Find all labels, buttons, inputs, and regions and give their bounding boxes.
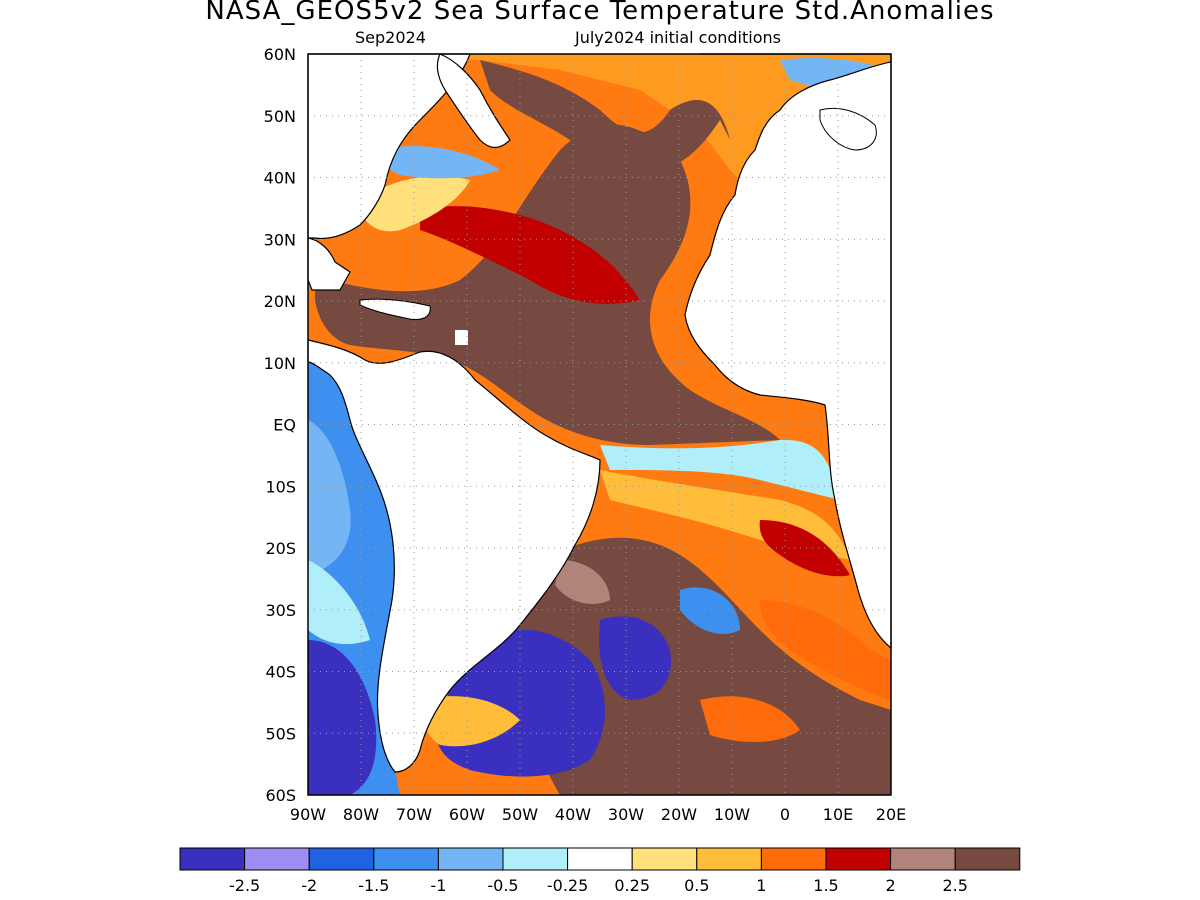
colorbar-label: -2 <box>301 876 317 895</box>
colorbar-swatch <box>373 847 439 871</box>
red-streak-north <box>420 206 640 304</box>
pacific-weak-cool <box>308 560 370 645</box>
pacific-light-cool <box>308 420 351 575</box>
lat-label: 10S <box>265 477 296 496</box>
lon-label: 40W <box>555 805 591 824</box>
lon-label: 60W <box>449 805 485 824</box>
lon-label: 20W <box>661 805 697 824</box>
south-light-brown <box>555 560 610 605</box>
colorbar-swatch <box>696 847 762 871</box>
map-frame <box>307 53 892 796</box>
colorbar-swatch <box>308 847 375 871</box>
lon-label: 30W <box>608 805 644 824</box>
lat-label: EQ <box>273 416 296 435</box>
lon-label: 50W <box>502 805 538 824</box>
colorbar-swatch <box>760 847 827 871</box>
lon-label: 0 <box>780 805 790 824</box>
colorbar-label: 2 <box>886 876 896 895</box>
pacific-strong-cool <box>308 640 377 795</box>
map-title: NASA_GEOS5v2 Sea Surface Temperature Std… <box>205 0 995 26</box>
equatorial-cool-band <box>600 439 840 500</box>
greenland-coast <box>436 53 511 149</box>
cool-patch-gulfstream <box>379 146 500 179</box>
south-cool-eddy-2 <box>680 587 740 634</box>
lat-label: 50N <box>264 107 296 126</box>
longitude-axis: 90W 80W 70W 60W 50W 40W 30W 20W 10W 0 10… <box>290 805 906 824</box>
south-cool-eddy <box>599 616 671 700</box>
latitude-axis: 60N 50N 40N 30N 20N 10N EQ 10S 20S 30S 4… <box>264 45 296 805</box>
forecast-month-label: Sep2024 <box>355 28 426 47</box>
lat-label: 40S <box>265 663 296 682</box>
lon-label: 90W <box>290 805 326 824</box>
lat-label: 30S <box>265 601 296 620</box>
colorbar-swatch <box>502 847 569 871</box>
colorbar-label: -1.5 <box>358 876 389 895</box>
colorbar-label: 0.25 <box>614 876 650 895</box>
colorbar-swatch <box>567 847 633 871</box>
colorbar-label: 1.5 <box>813 876 838 895</box>
land-masses <box>307 53 892 773</box>
lat-label: 20S <box>265 539 296 558</box>
colorbar-swatch <box>631 847 698 871</box>
colorbar <box>179 847 1021 871</box>
lat-label: 20N <box>264 292 296 311</box>
colorbar-label: -1 <box>430 876 446 895</box>
colorbar-swatch <box>890 847 956 871</box>
colorbar-label: 2.5 <box>942 876 967 895</box>
colorbar-swatch <box>179 847 246 871</box>
colorbar-label: 0.5 <box>684 876 709 895</box>
lat-label: 40N <box>264 169 296 188</box>
colorbar-swatch <box>954 847 1021 871</box>
colorbar-label: -2.5 <box>229 876 260 895</box>
lat-label: 30N <box>264 230 296 249</box>
colorbar-label: -0.25 <box>547 876 588 895</box>
south-orange-streak <box>700 696 800 742</box>
colorbar-swatch <box>244 847 310 871</box>
north-america-land <box>307 53 471 240</box>
southeast-red <box>759 520 850 577</box>
lon-label: 70W <box>396 805 432 824</box>
lat-label: 50S <box>265 724 296 743</box>
caribbean-islands <box>359 298 431 320</box>
lon-label: 80W <box>343 805 379 824</box>
africa-europe-land <box>684 53 892 650</box>
lat-label: 60S <box>265 786 296 805</box>
colorbar-label: -0.5 <box>487 876 518 895</box>
lon-label: 10W <box>714 805 750 824</box>
colorbar-label: 1 <box>756 876 766 895</box>
colorbar-swatch <box>825 847 892 871</box>
colorbar-swatch <box>437 847 504 871</box>
lat-label: 10N <box>264 354 296 373</box>
lon-label: 20E <box>876 805 906 824</box>
europe-south-land <box>819 107 877 151</box>
florida-gulf-land <box>307 237 351 291</box>
south-america-land <box>307 339 601 773</box>
initial-conditions-label: July2024 initial conditions <box>575 28 781 47</box>
lon-label: 10E <box>823 805 853 824</box>
north-brown-patch <box>480 60 730 170</box>
lat-label: 60N <box>264 45 296 64</box>
light-patch-nw <box>360 176 470 232</box>
island-patch <box>455 330 468 345</box>
southeast-orange <box>760 600 891 700</box>
colorbar-labels: -2.5 -2 -1.5 -1 -0.5 -0.25 0.25 0.5 1 1.… <box>229 876 968 895</box>
